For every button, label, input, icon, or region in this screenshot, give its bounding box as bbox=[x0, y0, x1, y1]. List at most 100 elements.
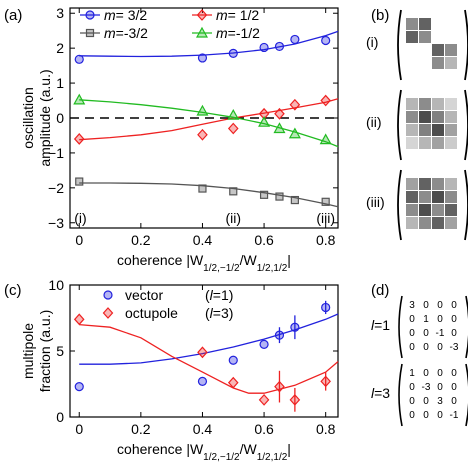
data-point bbox=[274, 330, 285, 340]
panel-label-c: (c) bbox=[4, 282, 22, 299]
matrix-cell bbox=[432, 18, 444, 30]
matrix-cell bbox=[419, 124, 431, 136]
data-point bbox=[320, 94, 331, 107]
matrix-entry: -3 bbox=[422, 382, 431, 393]
density-matrices: (i) (ii) (iii) bbox=[366, 9, 468, 241]
x-tick-label: 0.4 bbox=[193, 232, 213, 248]
annotation-label: (i) bbox=[74, 210, 86, 226]
data-point bbox=[258, 115, 271, 127]
y-tick-label: 2 bbox=[56, 40, 64, 56]
matrix-entry: 0 bbox=[451, 396, 457, 407]
legend-label: m= 3/2 bbox=[104, 7, 147, 23]
matrix-cell bbox=[432, 44, 444, 56]
matrix-cell bbox=[406, 137, 418, 149]
data-point bbox=[274, 41, 285, 52]
legend-marker bbox=[85, 10, 95, 20]
matrix-entry: 0 bbox=[409, 328, 415, 339]
matrix-entry: 0 bbox=[451, 368, 457, 379]
matrix-cell bbox=[445, 98, 457, 110]
matrix-entry: 0 bbox=[437, 410, 443, 421]
matrix-cell bbox=[419, 44, 431, 56]
panel-label-b: (b) bbox=[371, 7, 389, 24]
matrix-label: l=3 bbox=[371, 385, 390, 401]
matrix-entry: -1 bbox=[436, 328, 445, 339]
x-axis-label: coherence |W1/2,−1/2/W1/2,1/2| bbox=[117, 252, 291, 274]
matrix-cell bbox=[406, 44, 418, 56]
matrix-bracket-left bbox=[397, 89, 402, 161]
data-point bbox=[321, 197, 330, 206]
matrix-entry: 0 bbox=[451, 382, 457, 393]
matrix-entry: 0 bbox=[423, 410, 429, 421]
matrix-cell bbox=[445, 191, 457, 203]
multipole-plot: 0 0.2 0.4 0.6 0.8 0 5 10 multipolefraction (a.u.… bbox=[20, 277, 339, 463]
legend-label-suffix: (l=3) bbox=[205, 305, 233, 321]
legend-label: m=-1/2 bbox=[216, 25, 260, 41]
data-point bbox=[259, 42, 269, 53]
x-tick-label: 0.2 bbox=[131, 232, 151, 248]
data-point bbox=[320, 375, 331, 388]
y-tick-label: 10 bbox=[48, 277, 64, 293]
matrix-entry: 1 bbox=[409, 368, 415, 379]
matrix-entry: 0 bbox=[423, 300, 429, 311]
x-axis-label: coherence |W1/2,−1/2/W1/2,1/2| bbox=[117, 441, 291, 463]
data-point bbox=[258, 107, 270, 120]
matrix-cell bbox=[406, 57, 418, 69]
data-point bbox=[74, 54, 84, 64]
matrix-cell bbox=[406, 191, 418, 203]
data-point bbox=[228, 355, 238, 365]
data-point bbox=[73, 313, 85, 326]
x-tick-label: 0.8 bbox=[316, 232, 336, 248]
matrix-cell bbox=[432, 137, 444, 149]
y-tick-label: −3 bbox=[48, 215, 64, 231]
fit-curve bbox=[79, 98, 339, 141]
matrix-bracket-left bbox=[398, 295, 403, 359]
matrix-cell bbox=[432, 178, 444, 190]
x-tick-label: 0.2 bbox=[131, 421, 151, 437]
y-tick-label: 3 bbox=[56, 5, 64, 21]
matrix-entry: 0 bbox=[451, 328, 457, 339]
data-point bbox=[197, 53, 208, 63]
legend-marker bbox=[196, 9, 208, 21]
legend-marker bbox=[195, 26, 209, 38]
matrix-cell bbox=[432, 191, 444, 203]
matrix-entry: 0 bbox=[409, 410, 415, 421]
x-tick-label: 0.6 bbox=[254, 421, 274, 437]
matrix-entry: 0 bbox=[437, 314, 443, 325]
y-tick-label: 0 bbox=[56, 110, 64, 126]
data-point bbox=[289, 98, 301, 111]
y-tick-label: 5 bbox=[56, 343, 64, 359]
matrix-bracket-left bbox=[397, 169, 402, 241]
matrix-cell bbox=[432, 57, 444, 69]
matrix-entry: 0 bbox=[423, 328, 429, 339]
matrix-cell bbox=[406, 178, 418, 190]
fit-curve bbox=[79, 323, 339, 394]
data-point bbox=[229, 187, 238, 196]
matrix-bracket-right bbox=[465, 295, 468, 359]
y-tick-label: 1 bbox=[56, 75, 64, 91]
y-tick-label: −1 bbox=[48, 145, 64, 161]
data-point bbox=[259, 339, 269, 349]
matrix-entry: 0 bbox=[409, 382, 415, 393]
matrix-label: (ii) bbox=[366, 114, 382, 130]
data-point bbox=[197, 128, 208, 141]
matrix-cell bbox=[419, 137, 431, 149]
data-point bbox=[274, 380, 285, 393]
matrix-label: (i) bbox=[366, 34, 378, 50]
matrix-cell bbox=[432, 31, 444, 43]
x-tick-label: 0 bbox=[75, 232, 83, 248]
data-point bbox=[228, 48, 238, 58]
matrix-entry: 1 bbox=[423, 314, 429, 325]
legend-label-suffix: (l=1) bbox=[205, 287, 233, 303]
data-point bbox=[227, 108, 240, 120]
fit-curve bbox=[79, 99, 339, 148]
data-point bbox=[274, 107, 285, 120]
data-point bbox=[227, 122, 239, 135]
matrix-cell bbox=[432, 124, 444, 136]
matrix-cell bbox=[406, 18, 418, 30]
matrix-entry: 0 bbox=[437, 368, 443, 379]
data-point bbox=[289, 393, 301, 406]
matrix-cell bbox=[445, 18, 457, 30]
matrix-entry: 0 bbox=[423, 368, 429, 379]
matrix-entry: -1 bbox=[450, 410, 459, 421]
x-tick-label: 0.6 bbox=[254, 232, 274, 248]
